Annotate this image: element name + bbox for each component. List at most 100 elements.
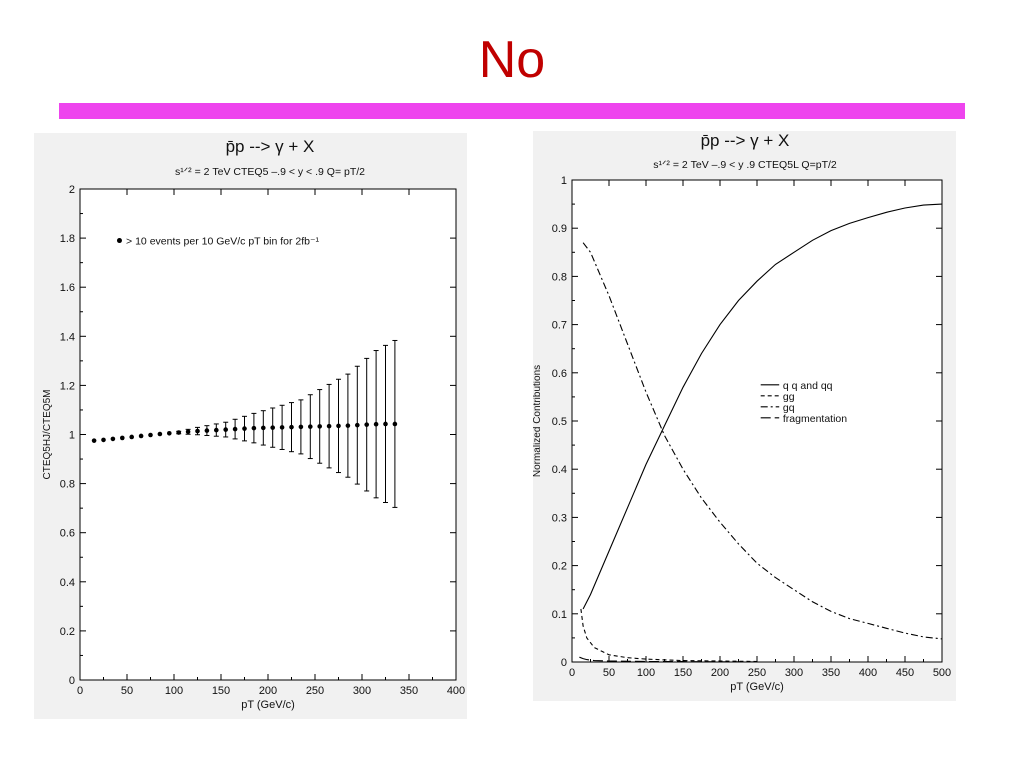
x-tick-label: 0: [569, 667, 575, 679]
x-tick-label: 200: [259, 685, 277, 697]
series-line-1: [580, 608, 758, 663]
data-point: [232, 426, 238, 432]
slide-title: No: [478, 31, 546, 89]
x-tick-label: 450: [896, 667, 914, 679]
x-tick-label: 250: [748, 667, 766, 679]
data-point: [195, 428, 200, 434]
y-tick-label: 1.2: [60, 380, 75, 392]
data-point: [204, 428, 210, 433]
y-tick-label: 0.3: [552, 512, 567, 524]
y-tick-label: 0.6: [60, 528, 75, 540]
data-point: [167, 430, 172, 436]
data-point: [261, 425, 266, 431]
x-tick-label: 150: [674, 667, 692, 679]
plot-frame: [79, 188, 457, 681]
data-point: [317, 424, 323, 429]
x-tick-label: 300: [353, 685, 371, 697]
data-point: [138, 433, 144, 439]
contributions-chart: p̄p --> γ + X s¹ᐟ² = 2 TeV –.9 < y .9 CTE…: [533, 131, 951, 693]
data-point: [345, 423, 351, 428]
x-tick-label: 350: [400, 685, 418, 697]
data-point: [214, 427, 219, 433]
y-tick-label: 0.9: [552, 223, 567, 235]
y-tick-label: 0.2: [60, 626, 75, 638]
legend-label: q q and qq: [783, 380, 833, 392]
plot-frame: [571, 179, 943, 663]
y-tick-label: 1.6: [60, 282, 75, 294]
data-point: [242, 426, 247, 431]
y-axis-label: Normalized Contributions: [533, 365, 543, 477]
chart-panel-right: p̄p --> γ + X s¹ᐟ² = 2 TeV –.9 < y .9 CTE…: [533, 131, 956, 701]
x-tick-label: 350: [822, 667, 840, 679]
chart-title: p̄p --> γ + X: [226, 137, 315, 156]
y-tick-label: 0.5: [552, 416, 567, 428]
data-point: [364, 422, 370, 427]
accent-bar: [59, 103, 965, 119]
y-tick-label: 0.7: [552, 320, 567, 332]
x-tick-label: 500: [933, 667, 951, 679]
data-point: [148, 432, 153, 438]
legend-label: gg: [783, 391, 795, 403]
x-tick-label: 150: [212, 685, 230, 697]
x-tick-label: 0: [77, 685, 83, 697]
y-tick-label: 0.1: [552, 609, 567, 621]
y-tick-label: 0.2: [552, 561, 567, 573]
data-point: [120, 435, 125, 441]
x-tick-label: 300: [785, 667, 803, 679]
y-tick-label: 1: [561, 175, 567, 187]
data-point: [308, 424, 313, 429]
data-point: [355, 422, 360, 428]
data-point: [251, 425, 257, 431]
data-point: [326, 423, 332, 429]
y-tick-label: 1: [69, 430, 75, 442]
y-tick-label: 0: [69, 675, 75, 687]
y-tick-label: 0.6: [552, 368, 567, 380]
chart-subtitle: s¹ᐟ² = 2 TeV –.9 < y .9 CTEQ5L Q=pT/2: [653, 159, 837, 171]
x-tick-label: 100: [165, 685, 183, 697]
y-tick-label: 0.4: [60, 577, 75, 589]
data-point: [101, 437, 106, 443]
x-tick-label: 200: [711, 667, 729, 679]
x-axis-label: pT (GeV/c): [241, 699, 295, 711]
data-point: [223, 427, 228, 432]
x-tick-label: 400: [447, 685, 465, 697]
y-tick-label: 1.8: [60, 233, 75, 245]
data-point: [270, 425, 275, 430]
chart-subtitle: s¹ᐟ² = 2 TeV CTEQ5 –.9 < y < .9 Q= pT/2: [175, 166, 365, 178]
x-tick-label: 50: [603, 667, 615, 679]
data-point: [289, 424, 294, 430]
chart-panel-left: p̄p --> γ + X s¹ᐟ² = 2 TeV CTEQ5 –.9 < y …: [34, 133, 467, 719]
y-tick-label: 2: [69, 184, 75, 196]
data-point: [392, 421, 398, 427]
y-tick-label: 1.4: [60, 331, 75, 343]
data-point: [157, 431, 163, 437]
series-line-0: [582, 203, 943, 610]
y-tick-label: 0: [561, 657, 567, 669]
x-tick-label: 100: [637, 667, 655, 679]
x-tick-label: 250: [306, 685, 324, 697]
legend-marker: [116, 238, 122, 244]
y-tick-label: 0.8: [552, 271, 567, 283]
x-tick-label: 400: [859, 667, 877, 679]
data-point: [279, 425, 285, 430]
data-point: [383, 421, 388, 427]
y-axis-label: CTEQ5HJ/CTEQ5M: [42, 389, 53, 479]
data-point: [129, 434, 134, 440]
x-tick-label: 50: [121, 685, 133, 697]
y-tick-label: 0.4: [552, 464, 567, 476]
data-point: [373, 421, 379, 427]
data-point: [185, 429, 191, 435]
x-axis-label: pT (GeV/c): [730, 681, 784, 693]
data-point: [336, 423, 341, 429]
ratio-chart: p̄p --> γ + X s¹ᐟ² = 2 TeV CTEQ5 –.9 < y …: [42, 137, 465, 711]
legend-label: gq: [783, 402, 795, 414]
data-point: [91, 438, 97, 443]
data-point: [110, 436, 116, 442]
legend-label: > 10 events per 10 GeV/c pT bin for 2fb⁻…: [126, 236, 320, 248]
chart-title: p̄p --> γ + X: [701, 131, 790, 150]
data-point: [176, 430, 181, 435]
data-point: [298, 424, 304, 430]
legend-label: fragmentation: [783, 413, 847, 425]
series-line-3: [579, 656, 758, 663]
y-tick-label: 0.8: [60, 479, 75, 491]
